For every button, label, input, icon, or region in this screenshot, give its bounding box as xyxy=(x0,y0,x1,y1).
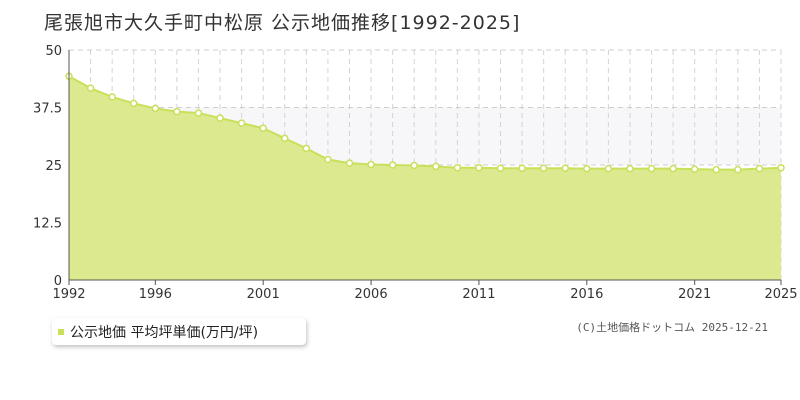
data-point xyxy=(496,164,505,172)
data-point xyxy=(194,109,203,117)
data-point xyxy=(302,144,311,153)
data-point xyxy=(108,93,116,101)
data-point xyxy=(561,164,569,172)
data-point xyxy=(388,161,397,169)
y-tick-label: 50 xyxy=(45,44,62,59)
data-point xyxy=(777,164,785,172)
x-tick-label: 1996 xyxy=(139,287,172,302)
data-point xyxy=(518,164,526,172)
data-point xyxy=(129,99,138,108)
x-tick-label: 2016 xyxy=(570,287,603,302)
data-point xyxy=(151,104,160,113)
data-point xyxy=(432,162,440,171)
x-tick-label: 2006 xyxy=(355,287,388,302)
data-point xyxy=(755,164,764,173)
data-point xyxy=(626,164,634,173)
data-point xyxy=(453,164,462,172)
legend-swatch xyxy=(58,328,64,335)
legend: 公示地価 平均坪単価(万円/坪) xyxy=(52,318,306,345)
credit-text: (C)土地価格ドットコム 2025-12-21 xyxy=(576,321,768,334)
series-line xyxy=(68,75,782,171)
data-point xyxy=(690,165,699,173)
x-tick-label: 2011 xyxy=(462,287,495,302)
data-point xyxy=(216,114,224,122)
data-point xyxy=(237,119,246,127)
data-point xyxy=(539,164,548,172)
data-point xyxy=(86,84,95,92)
legend-label: 公示地価 平均坪単価(万円/坪) xyxy=(70,324,259,341)
x-tick-label: 2001 xyxy=(247,287,280,302)
data-point xyxy=(647,164,656,173)
data-point xyxy=(345,159,354,167)
y-tick-label: 0 xyxy=(54,274,62,289)
data-point xyxy=(173,107,181,116)
data-point xyxy=(410,161,418,170)
data-point xyxy=(367,160,375,169)
x-tick-label: 2025 xyxy=(764,287,797,302)
data-point xyxy=(669,164,677,173)
data-point xyxy=(259,124,267,132)
data-point xyxy=(583,164,591,173)
y-tick-label: 25 xyxy=(45,159,62,174)
data-point xyxy=(281,134,289,143)
data-point xyxy=(734,165,742,174)
data-point xyxy=(324,155,332,164)
x-tick-label: 1992 xyxy=(52,287,85,302)
data-point xyxy=(475,164,483,172)
y-tick-label: 12.5 xyxy=(33,217,62,232)
chart-title: 尾張旭市大久手町中松原 公示地価推移[1992-2025] xyxy=(44,12,521,34)
x-tick-label: 2021 xyxy=(678,287,711,302)
data-point xyxy=(712,165,721,174)
y-tick-label: 37.5 xyxy=(33,102,62,117)
data-point xyxy=(604,164,613,173)
series-area xyxy=(69,76,781,280)
